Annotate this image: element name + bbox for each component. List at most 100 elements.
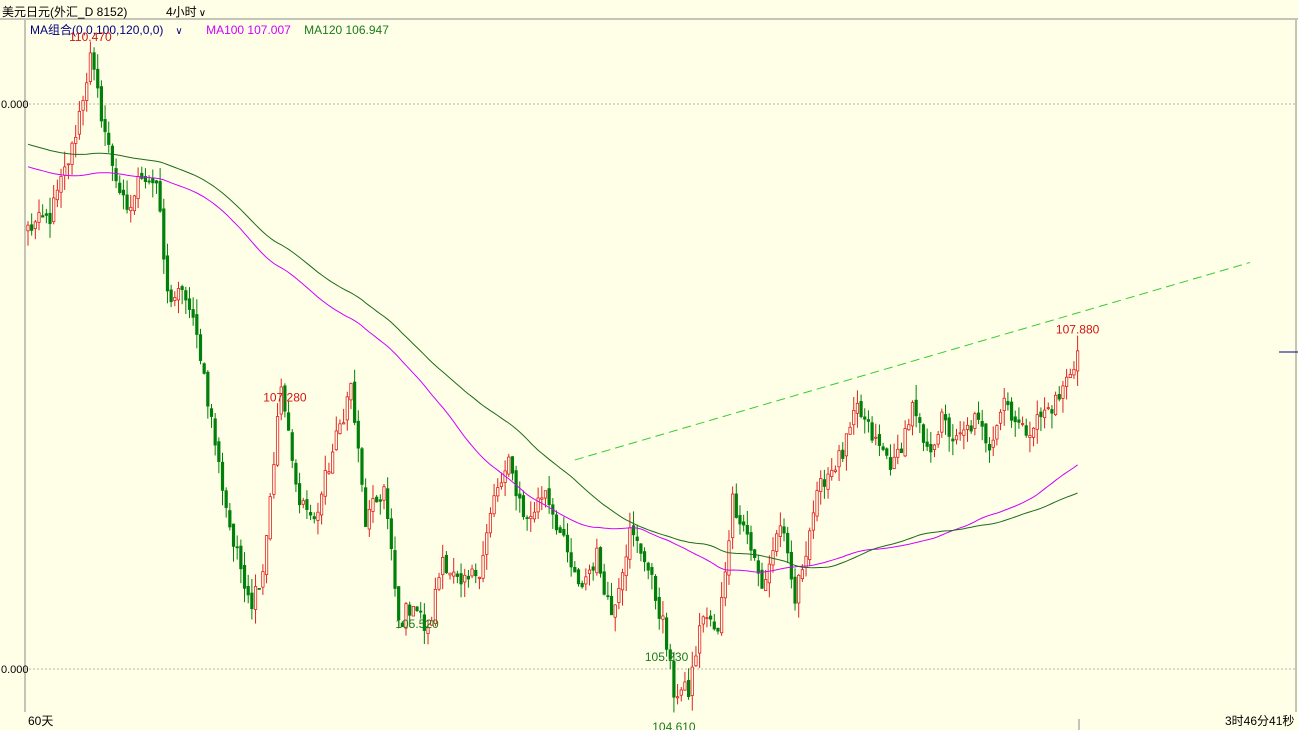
candle-body: [349, 383, 353, 401]
candle-body: [646, 562, 650, 571]
candle-body: [1076, 350, 1080, 372]
candle-body: [411, 606, 415, 617]
range-label: 60天: [28, 714, 53, 728]
candle-body: [198, 334, 203, 361]
ma100-legend: MA100 107.007: [206, 23, 291, 37]
candle-body: [800, 569, 804, 580]
candle-body: [756, 560, 760, 574]
candle-body: [932, 444, 937, 451]
candle-body: [705, 617, 709, 620]
candle-body: [85, 82, 89, 101]
candle-body: [749, 532, 753, 551]
candle-body: [99, 86, 103, 122]
candle-body: [253, 586, 258, 610]
candle-body: [316, 511, 320, 521]
candle-body: [844, 433, 849, 457]
candle-body: [881, 446, 885, 450]
candle-body: [540, 497, 544, 500]
candle-body: [793, 576, 797, 604]
candle-body: [639, 543, 643, 554]
candle-body: [257, 588, 261, 590]
candle-body: [279, 386, 283, 415]
candle-body: [969, 425, 973, 432]
candle-body: [290, 432, 294, 461]
candle-body: [1020, 423, 1025, 425]
period-selector[interactable]: 4小时 ∨: [166, 3, 206, 20]
y-tick-label: 0.000: [1, 99, 29, 111]
candle-body: [345, 396, 349, 421]
chevron-down-icon: ∨: [198, 8, 207, 19]
y-tick-label: 0.000: [1, 664, 29, 676]
candle-body: [367, 508, 371, 530]
candle-body: [96, 68, 100, 89]
high-price-label: 107.880: [1056, 323, 1100, 337]
ma-config-dropdown[interactable]: MA组合(0,0,100,120,0,0) ∨: [30, 23, 193, 37]
candle-body: [59, 176, 63, 193]
candle-body: [220, 461, 225, 491]
candle-body: [297, 483, 302, 506]
candle-body: [848, 426, 852, 435]
high-price-label: 107.280: [263, 390, 307, 404]
candle-body: [1028, 434, 1032, 438]
candle-body: [863, 416, 867, 420]
candle-body: [466, 575, 471, 580]
candle-body: [958, 432, 962, 435]
candle-body: [547, 488, 551, 506]
candle-body: [151, 177, 155, 184]
candle-body: [1042, 409, 1047, 419]
candle-body: [118, 182, 122, 193]
candle-body: [272, 464, 276, 495]
candle-body: [176, 288, 181, 301]
high-price-label: 110.470: [69, 30, 112, 44]
candle-body: [323, 470, 327, 497]
candle-body: [419, 610, 423, 613]
candle-body: [558, 527, 562, 533]
candle-body: [819, 478, 823, 492]
candle-body: [437, 577, 441, 590]
candle-body: [158, 181, 162, 212]
candle-body: [712, 621, 716, 630]
candle-body: [400, 622, 404, 627]
candle-body: [929, 443, 933, 453]
candle-body: [1002, 397, 1006, 412]
candle-body: [936, 434, 940, 445]
candle-body: [543, 490, 548, 499]
candle-body: [554, 514, 559, 531]
candle-body: [521, 495, 526, 518]
candle-body: [775, 533, 779, 552]
candle-body: [239, 545, 243, 570]
countdown-label: 3时46分41秒: [1225, 714, 1294, 728]
candle-body: [855, 402, 860, 414]
candle-body: [448, 572, 452, 576]
ma120-legend: MA120 106.947: [304, 23, 389, 37]
candle-body: [569, 552, 573, 568]
candle-body: [30, 224, 34, 231]
candle-body: [595, 547, 599, 574]
candle-body: [720, 597, 724, 634]
candle-body: [664, 617, 669, 650]
candle-body: [481, 554, 485, 579]
candle-body: [694, 655, 698, 667]
period-label: 4小时: [166, 5, 197, 19]
candle-body: [261, 571, 265, 588]
candle-body: [943, 414, 948, 421]
candle-body: [1068, 373, 1072, 379]
candle-body: [393, 550, 397, 589]
candle-body: [631, 525, 636, 536]
candle-body: [896, 448, 900, 458]
candle-body: [452, 571, 456, 577]
instrument-title: 美元日元(外汇_D 8152): [2, 5, 128, 19]
candle-body: [998, 411, 1003, 424]
candle-body: [877, 434, 882, 446]
candle-body: [760, 569, 764, 589]
candle-body: [514, 470, 518, 497]
candle-body: [364, 487, 368, 527]
candle-body: [738, 515, 742, 525]
candle-body: [510, 456, 515, 474]
candle-body: [723, 571, 727, 599]
ma-config-label: MA组合(0,0,100,120,0,0): [30, 23, 164, 37]
candle-body: [668, 649, 672, 660]
candle-body: [441, 557, 445, 576]
candle-body: [217, 441, 221, 462]
